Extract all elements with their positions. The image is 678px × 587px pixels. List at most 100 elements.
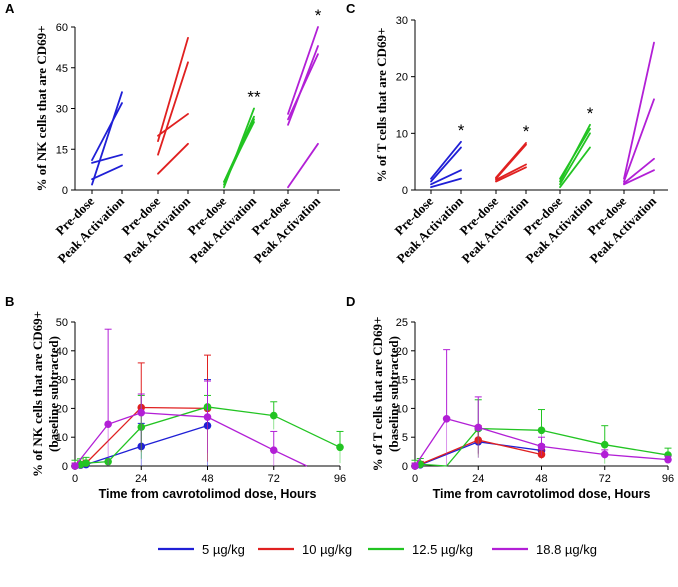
subject-line [157,113,189,137]
y-tick-label: 30 [396,15,408,27]
legend: 5 µg/kg 10 µg/kg 12.5 µg/kg 18.8 µg/kg [158,542,597,557]
significance-marker: * [458,121,465,140]
subject-line [91,164,123,181]
series-line [74,412,308,467]
subject-line [91,91,123,186]
x-tick-label: 72 [599,473,611,485]
data-point [336,443,344,452]
data-point [537,442,546,451]
subject-line [559,132,591,186]
y-tick-label: 0 [402,461,408,473]
x-tick-label: 48 [201,473,213,485]
data-point [203,413,212,421]
data-point [600,440,609,449]
series-3 [411,399,672,470]
subject-line [157,142,189,175]
legend-item: 12.5 µg/kg [368,542,473,557]
panel-b: B 0 10 20 30 40 50 % of NK cells that are CD69+… [5,294,346,501]
significance-marker: ** [247,88,261,107]
y-axis-label: % of NK cells that are CD69+ [34,25,49,191]
subject-line [430,169,462,186]
x-tick-label: 24 [135,473,147,485]
legend-label: 5 µg/kg [202,542,245,557]
subject-line [223,115,255,183]
data-point [104,420,112,429]
x-tick-label: 0 [72,473,78,485]
y-tick-label: 0 [62,185,68,197]
x-tick-label: 0 [412,473,418,485]
significance-marker: * [523,122,530,141]
data-point [664,455,672,464]
x-axis-label: Time from cavrotolimod dose, Hours [433,487,651,501]
y-tick-label: 10 [396,403,408,415]
subject-line [623,169,655,186]
panel-letter: D [346,294,355,309]
subject-line [623,41,655,180]
legend-item: 18.8 µg/kg [492,542,597,557]
panel-c: C 0 10 20 30 % of T cells that are CD69+ Pre-d… [346,1,668,266]
data-point [600,450,609,459]
x-tick-label: 48 [535,473,547,485]
y-tick-label: 20 [56,403,68,415]
y-tick-label: 15 [396,375,408,387]
series-4 [71,328,308,470]
subject-line [287,142,319,189]
subject-line [287,26,319,115]
y-tick-label: 30 [56,104,68,116]
data-point [474,423,483,432]
y-tick-label: 10 [396,128,408,140]
subject-line [623,98,655,183]
subject-line [287,53,319,121]
x-tick-label: 24 [472,473,484,485]
y-tick-label: 45 [56,63,68,75]
y-tick-label: 10 [56,432,68,444]
panel-letter: C [346,1,356,16]
y-tick-label: 40 [56,346,68,358]
data-point [82,459,90,467]
data-point [537,426,546,435]
legend-label: 18.8 µg/kg [536,542,597,557]
subject-line [495,163,527,181]
y-tick-label: 50 [56,317,68,329]
legend-label: 12.5 µg/kg [412,542,473,557]
legend-item: 10 µg/kg [258,542,352,557]
y-axis-label-secondary: (baseline subtracted) [386,336,401,452]
y-tick-label: 25 [396,317,408,329]
data-point [411,462,419,470]
panel-letter: B [5,294,14,309]
y-axis-label: % of NK cells that are CD69+ [30,311,45,477]
y-tick-label: 30 [56,375,68,387]
subject-line [430,140,462,180]
x-tick-label: 96 [662,473,674,485]
significance-marker: * [315,6,322,25]
data-point [137,408,146,417]
data-point [71,462,79,470]
data-point [269,411,278,420]
y-axis-label: % of T cells that are CD69+ [374,28,389,183]
legend-label: 10 µg/kg [302,542,352,557]
subject-line [495,142,527,179]
subject-line [430,177,462,189]
subject-line [559,146,591,189]
subject-line [157,36,189,143]
subject-line [559,127,591,180]
series-line [414,418,669,467]
x-tick-label: 72 [268,473,280,485]
subject-line [430,146,462,183]
data-point [269,446,278,454]
series-4 [411,349,672,470]
y-tick-label: 0 [402,185,408,197]
y-tick-label: 60 [56,22,68,34]
panel-d: D 0 5 10 15 20 25 % of T cells that are CD69+ (b… [346,294,674,501]
y-tick-label: 5 [402,432,408,444]
panel-letter: A [5,1,15,16]
subject-line [495,166,527,183]
